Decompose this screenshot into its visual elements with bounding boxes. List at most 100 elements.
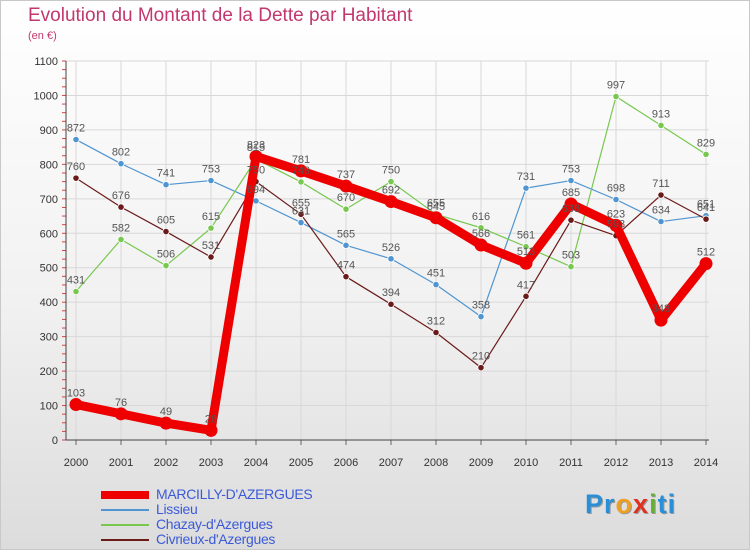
data-label: 451 [427,268,445,280]
data-label: 655 [292,197,310,209]
data-point [702,150,710,158]
data-point [117,160,125,168]
data-label: 49 [160,406,172,418]
x-tick-label: 2013 [649,457,673,469]
y-tick-label: 1100 [34,56,58,68]
x-tick-label: 2000 [64,457,88,469]
data-point [249,149,263,163]
data-label: 506 [157,249,175,261]
series-lines [69,92,713,437]
data-point [567,216,575,224]
logo-letter: x [633,489,650,519]
y-tick-label: 300 [40,332,58,344]
chart-subtitle: (en €) [28,30,57,42]
data-label: 781 [292,154,310,166]
data-label: 565 [337,228,355,240]
grid-lines [66,60,709,441]
x-tick-label: 2001 [109,457,133,469]
data-label: 651 [697,199,715,211]
data-label: 431 [67,275,85,287]
data-point [207,224,215,232]
logo-letter: r [604,489,616,519]
data-label: 513 [517,246,535,258]
data-label: 753 [202,164,220,176]
x-tick-label: 2010 [514,457,538,469]
data-label: 698 [607,183,625,195]
data-point [564,197,578,211]
data-label: 566 [472,228,490,240]
data-point [252,197,260,205]
x-tick-label: 2007 [379,457,403,469]
logo-letter: ti [657,489,677,519]
data-point [702,215,710,223]
x-tick-label: 2014 [694,457,718,469]
data-label: 676 [112,190,130,202]
data-label: 616 [472,211,490,223]
data-label: 731 [517,171,535,183]
data-point [474,238,488,252]
data-point [342,273,350,281]
data-label: 760 [67,161,85,173]
data-point [114,407,128,421]
y-tick-label: 900 [40,125,58,137]
data-label: 582 [112,222,130,234]
data-label: 638 [562,203,580,215]
x-tick-label: 2003 [199,457,223,469]
data-point [72,174,80,182]
data-point [657,217,665,226]
logo-letter: o [615,489,634,519]
data-label: 526 [382,242,400,254]
x-tick-label: 2005 [289,457,313,469]
legend-swatch-civrieux [101,538,149,541]
data-point [207,253,215,261]
legend-swatch-lissieu [101,508,149,511]
data-label: 615 [202,211,220,223]
data-point [117,203,125,211]
data-label: 694 [247,184,265,196]
data-label: 913 [652,108,670,120]
data-point [297,178,305,186]
data-point [162,262,170,270]
data-point [117,235,125,244]
data-label: 750 [382,165,400,177]
data-point [699,257,713,271]
data-label: 655 [427,197,445,209]
data-point [657,191,665,199]
data-label: 605 [157,215,175,227]
data-point [522,243,530,251]
data-label: 531 [202,240,220,252]
data-label: 823 [247,139,265,151]
data-label: 670 [337,192,355,204]
data-label: 28 [205,413,217,425]
data-point [294,164,308,178]
data-point [162,227,170,236]
data-label: 750 [247,165,265,177]
data-point [297,218,305,227]
data-point [387,255,395,263]
legend-label-marcilly: MARCILLY-D'AZERGUES [156,486,313,502]
legend-label-civrieux: Civrieux-d'Azergues [156,531,276,547]
data-label: 685 [562,187,580,199]
data-label: 641 [697,202,715,214]
data-point [72,287,80,296]
data-point [432,281,440,289]
data-point [429,211,443,225]
data-label: 503 [562,250,580,262]
data-label: 802 [112,147,130,159]
data-label: 872 [67,123,85,135]
data-label: 631 [292,206,310,218]
data-label: 634 [652,205,670,217]
y-tick-label: 500 [40,263,58,275]
proxiti-logo[interactable]: Proxiti [585,489,676,520]
data-point [567,263,575,271]
data-point [612,195,620,204]
data-label: 997 [607,79,625,91]
x-tick-label: 2008 [424,457,448,469]
data-label: 561 [517,230,535,242]
data-labels: 872 802 741 753 694 631 565 526 451 358 731 753 698 6… [67,79,715,425]
data-point [69,398,83,412]
data-point [339,179,353,193]
chart-title: Evolution du Montant de la Dette par Hab… [28,5,413,26]
